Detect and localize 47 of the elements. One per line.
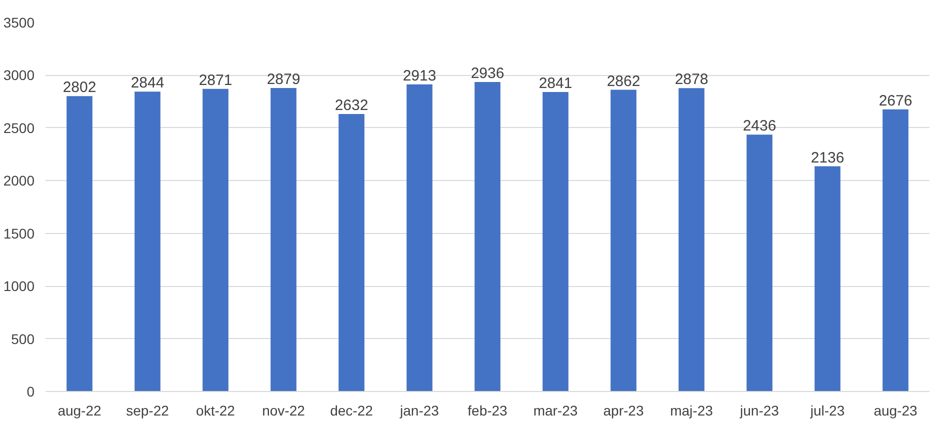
data-label: 2879 [266,70,300,88]
data-label: 2436 [742,118,776,135]
data-label: 2862 [606,72,640,90]
data-label: 2676 [878,92,912,110]
data-label: 2136 [810,149,844,166]
y-tick-label: 3000 [3,67,35,84]
x-tick-label: jul-23 [809,402,845,418]
y-tick-label: 500 [11,330,35,347]
x-tick-label: dec-22 [330,402,374,418]
x-tick-label: aug-23 [874,402,918,418]
x-tick-label: maj-23 [670,402,714,418]
bar [338,114,364,392]
x-tick-label: feb-23 [468,402,508,418]
data-label: 2913 [402,67,436,84]
y-tick-label: 2000 [3,172,35,189]
y-tick-label: 1500 [3,225,35,242]
x-tick-label: mar-23 [533,402,578,418]
data-label: 2871 [198,72,232,89]
x-tick-label: okt-22 [196,402,236,418]
data-label: 2844 [130,74,164,92]
x-tick-label: aug-22 [58,402,102,418]
data-label: 2878 [674,71,708,88]
bar [66,96,92,392]
bar [678,88,704,392]
data-label: 2632 [334,97,368,114]
data-label: 2936 [470,64,504,82]
y-tick-label: 3500 [3,14,35,30]
bar [134,92,160,392]
bar [882,109,908,392]
bar [814,166,840,392]
bar [542,92,568,392]
bar [474,82,500,392]
bar [406,84,432,392]
y-tick-label: 2500 [3,120,35,136]
bar [746,134,772,392]
x-tick-label: nov-22 [262,402,306,418]
y-tick-label: 1000 [3,278,35,294]
x-tick-label: jun-23 [739,402,780,418]
bar [270,88,296,392]
x-tick-label: jan-23 [399,402,440,418]
data-label: 2841 [538,74,572,92]
x-tick-label: apr-23 [603,402,644,418]
x-tick-label: sep-22 [126,402,170,418]
y-tick-label: 0 [26,384,35,400]
bar [610,90,636,392]
data-label: 2802 [62,79,96,96]
bar [202,88,228,392]
